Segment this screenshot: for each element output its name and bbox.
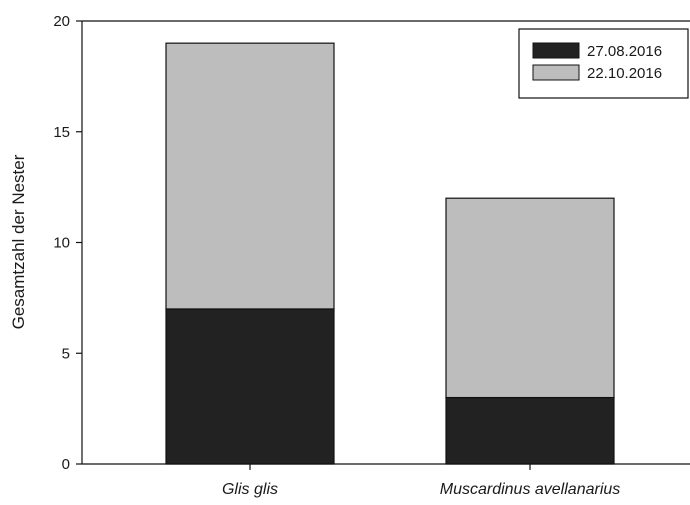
legend-box <box>518 28 689 99</box>
legend: 27.08.2016 22.10.2016 <box>518 28 689 99</box>
bar-segment-2-2 <box>445 197 615 399</box>
y-tick-label-5: 5 <box>62 345 70 362</box>
y-axis-title: Gesamtzahl der Nester <box>9 154 28 329</box>
category-label-2: Muscardinus avellanarius <box>440 481 621 498</box>
legend-swatch-2 <box>532 64 580 81</box>
y-tick-label-20: 20 <box>53 13 70 30</box>
axes-group: 0 5 10 15 20 Glis glis Muscardinus avellanariu… <box>53 13 690 498</box>
legend-swatch-1 <box>532 42 580 59</box>
bar-segment-1-1 <box>165 308 335 465</box>
legend-label-1: 27.08.2016 <box>587 43 662 60</box>
legend-label-2: 22.10.2016 <box>587 65 662 82</box>
y-tick-label-0: 0 <box>62 456 70 473</box>
bars-group <box>165 42 615 465</box>
bar-segment-1-2 <box>445 396 615 465</box>
category-label-1: Glis glis <box>222 481 278 498</box>
bar-segment-2-1 <box>165 42 335 310</box>
y-tick-label-10: 10 <box>53 235 70 252</box>
y-tick-label-15: 15 <box>53 124 70 141</box>
